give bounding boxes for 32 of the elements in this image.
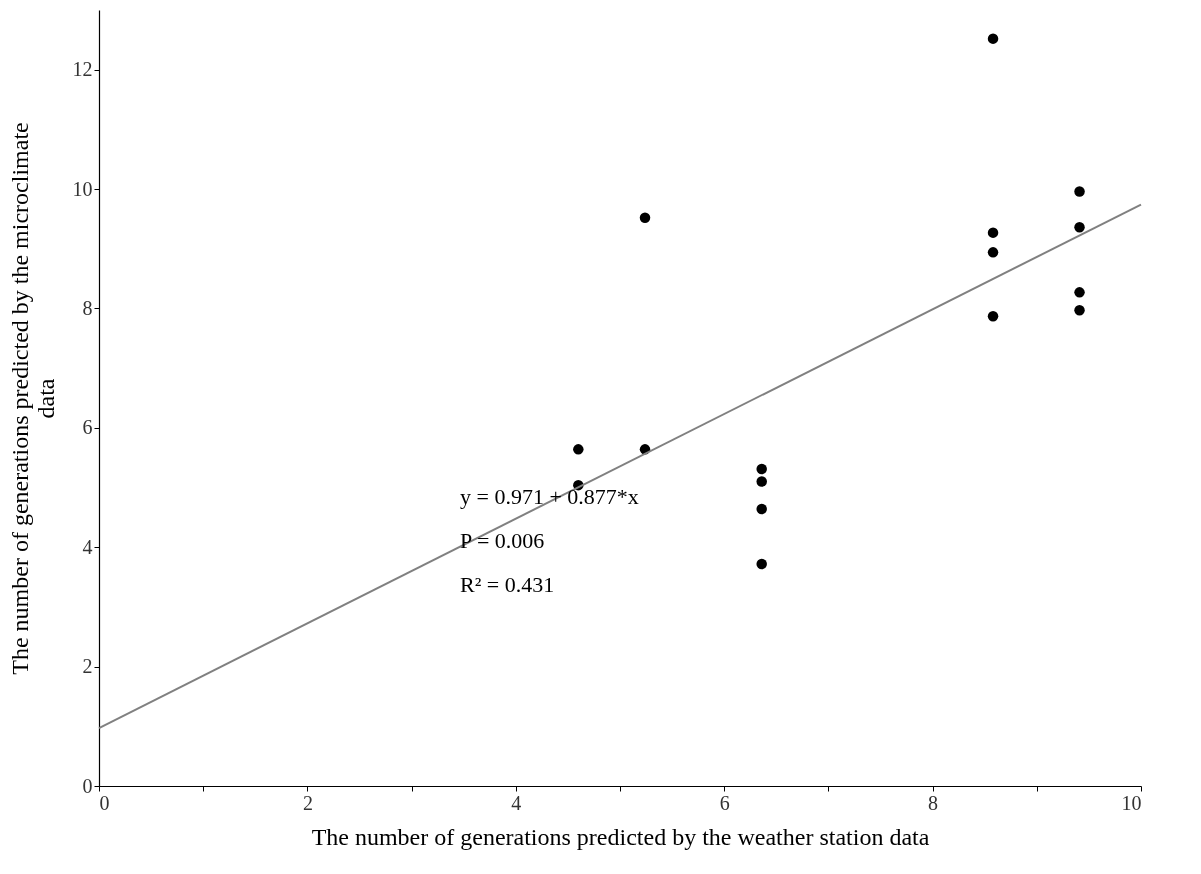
point — [639, 212, 651, 223]
point — [756, 558, 767, 570]
point — [1074, 222, 1085, 233]
point — [987, 247, 999, 258]
point — [987, 310, 999, 322]
point — [756, 476, 767, 487]
point — [756, 463, 767, 475]
x-axis-title: The number of generations predicted by the weather station data — [311, 823, 930, 850]
point — [1074, 186, 1085, 197]
annotation: y = 0.971 + 0.877*x — [460, 484, 639, 509]
y-tick-label: 10 — [72, 177, 93, 200]
x-tick-label: 0 — [99, 791, 110, 814]
annotation: R² = 0.431 — [460, 572, 555, 597]
point — [756, 503, 767, 515]
point — [987, 227, 999, 238]
y-tick-label: 0 — [82, 774, 93, 797]
x-tick-label: 6 — [719, 791, 730, 814]
x-tick-label: 8 — [928, 791, 939, 814]
x-tick-label: 4 — [511, 791, 522, 814]
y-axis-title: The number of generations predicted by the microclimate data — [6, 122, 59, 675]
y-tick-label: 4 — [82, 535, 93, 558]
y-tick-label: 2 — [82, 655, 93, 678]
y-tick-label: 12 — [72, 58, 93, 81]
y-tick-label: 6 — [82, 416, 93, 439]
y-tick-label: 8 — [82, 296, 93, 319]
point — [1074, 287, 1085, 298]
point — [573, 444, 584, 455]
point — [987, 33, 999, 44]
point — [1074, 305, 1085, 316]
annotation: P = 0.006 — [460, 528, 545, 553]
x-tick-label: 2 — [302, 791, 313, 814]
x-tick-label: 10 — [1121, 791, 1142, 814]
